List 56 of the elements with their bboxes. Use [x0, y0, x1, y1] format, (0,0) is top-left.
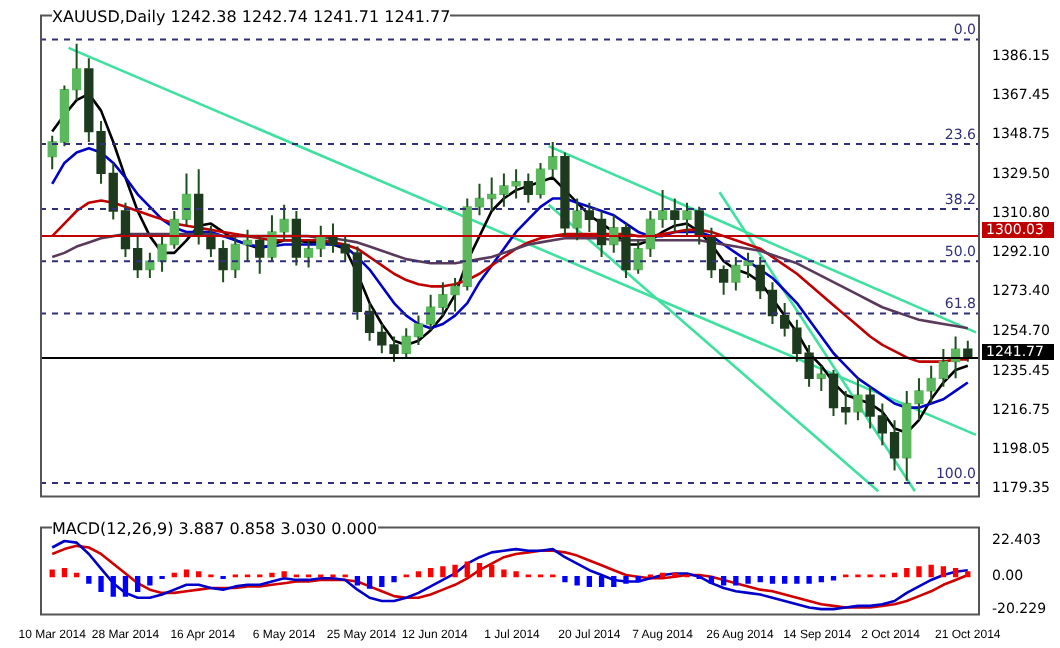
bar — [782, 576, 788, 584]
bar — [415, 571, 422, 578]
bar — [928, 564, 934, 578]
bar — [366, 576, 373, 589]
bar — [489, 564, 495, 578]
bar — [147, 576, 153, 586]
bar — [769, 576, 776, 584]
bar — [623, 576, 629, 584]
bar — [281, 571, 287, 578]
bar — [940, 566, 947, 578]
bar — [98, 576, 104, 592]
bar — [733, 576, 739, 586]
bar — [379, 576, 385, 588]
bar — [611, 576, 617, 588]
bar — [904, 567, 910, 578]
bar — [708, 576, 715, 584]
bar — [61, 567, 68, 578]
bar — [574, 576, 580, 586]
bar — [354, 576, 361, 586]
bar — [720, 576, 727, 586]
bar — [501, 569, 507, 578]
bar — [391, 576, 397, 583]
candlestick — [560, 151, 570, 238]
bar — [745, 576, 751, 584]
bar — [952, 567, 959, 578]
bar — [586, 576, 593, 588]
chart-title: XAUUSD,Daily 1242.38 1242.74 1241.71 1241.77 — [52, 8, 451, 26]
bar — [806, 576, 812, 584]
bar — [635, 576, 641, 583]
chart-title: MACD(12,26,9) 3.887 0.858 3.030 0.000 — [52, 520, 378, 538]
bar — [513, 571, 519, 578]
candlestick — [853, 377, 863, 422]
candlestick — [255, 235, 265, 275]
bar — [196, 571, 202, 578]
bar — [818, 576, 824, 583]
bar — [440, 566, 446, 578]
bar — [110, 576, 116, 597]
candlestick — [621, 222, 631, 279]
bar — [122, 576, 129, 597]
bar — [427, 567, 434, 578]
bar — [562, 576, 568, 583]
bar — [916, 566, 922, 578]
bar — [757, 576, 763, 583]
bar — [965, 571, 971, 578]
bar — [464, 561, 470, 578]
candlestick — [523, 172, 533, 204]
bar — [794, 576, 800, 584]
bar — [86, 576, 92, 584]
bar — [452, 564, 458, 578]
candlestick — [670, 197, 680, 233]
candlestick — [682, 201, 692, 238]
candlestick — [572, 197, 582, 242]
bar — [476, 563, 483, 578]
bar — [269, 572, 275, 578]
bar — [135, 576, 141, 592]
bar — [598, 576, 605, 588]
